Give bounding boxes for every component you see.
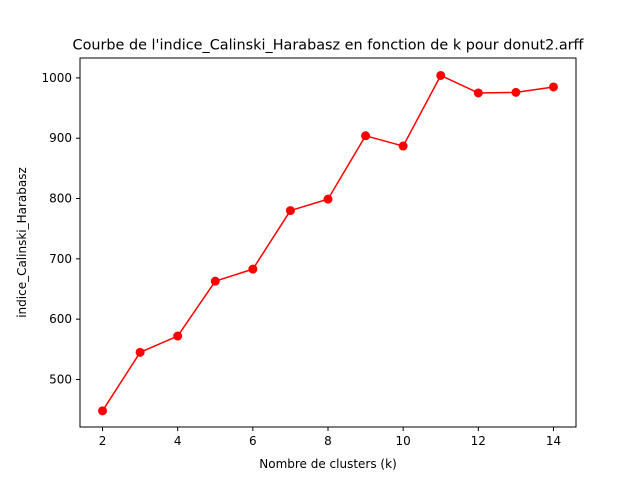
- x-tick-label: 8: [324, 434, 332, 448]
- x-tick-label: 14: [546, 434, 561, 448]
- y-axis: 500 600 700 800 900 1000: [41, 71, 80, 386]
- chart-title: Courbe de l'indice_Calinski_Harabasz en …: [73, 38, 585, 54]
- x-axis: 2 4 6 8 10 12 14: [99, 427, 561, 448]
- data-point: [135, 347, 145, 357]
- x-axis-label: Nombre de clusters (k): [259, 457, 397, 471]
- x-tick-label: 4: [174, 434, 182, 448]
- y-tick-label: 900: [49, 131, 72, 145]
- x-tick-label: 12: [471, 434, 486, 448]
- data-point: [173, 331, 183, 341]
- x-tick-label: 10: [396, 434, 411, 448]
- y-tick-label: 500: [49, 372, 72, 386]
- data-point: [511, 87, 521, 97]
- y-tick-label: 600: [49, 312, 72, 326]
- data-point: [548, 82, 558, 92]
- data-point: [436, 70, 446, 80]
- data-point: [323, 194, 333, 204]
- data-point: [398, 141, 408, 151]
- x-tick-label: 6: [249, 434, 257, 448]
- x-tick-label: 2: [99, 434, 107, 448]
- y-axis-label: indice_Calinski_Harabasz: [15, 167, 29, 318]
- y-tick-label: 800: [49, 192, 72, 206]
- y-tick-label: 1000: [41, 71, 72, 85]
- data-point: [210, 276, 220, 286]
- data-point: [361, 131, 371, 141]
- series-layer: [98, 70, 558, 416]
- data-point: [248, 264, 258, 274]
- data-point: [98, 406, 108, 416]
- y-tick-label: 700: [49, 252, 72, 266]
- data-point: [285, 206, 295, 216]
- data-point: [473, 88, 483, 98]
